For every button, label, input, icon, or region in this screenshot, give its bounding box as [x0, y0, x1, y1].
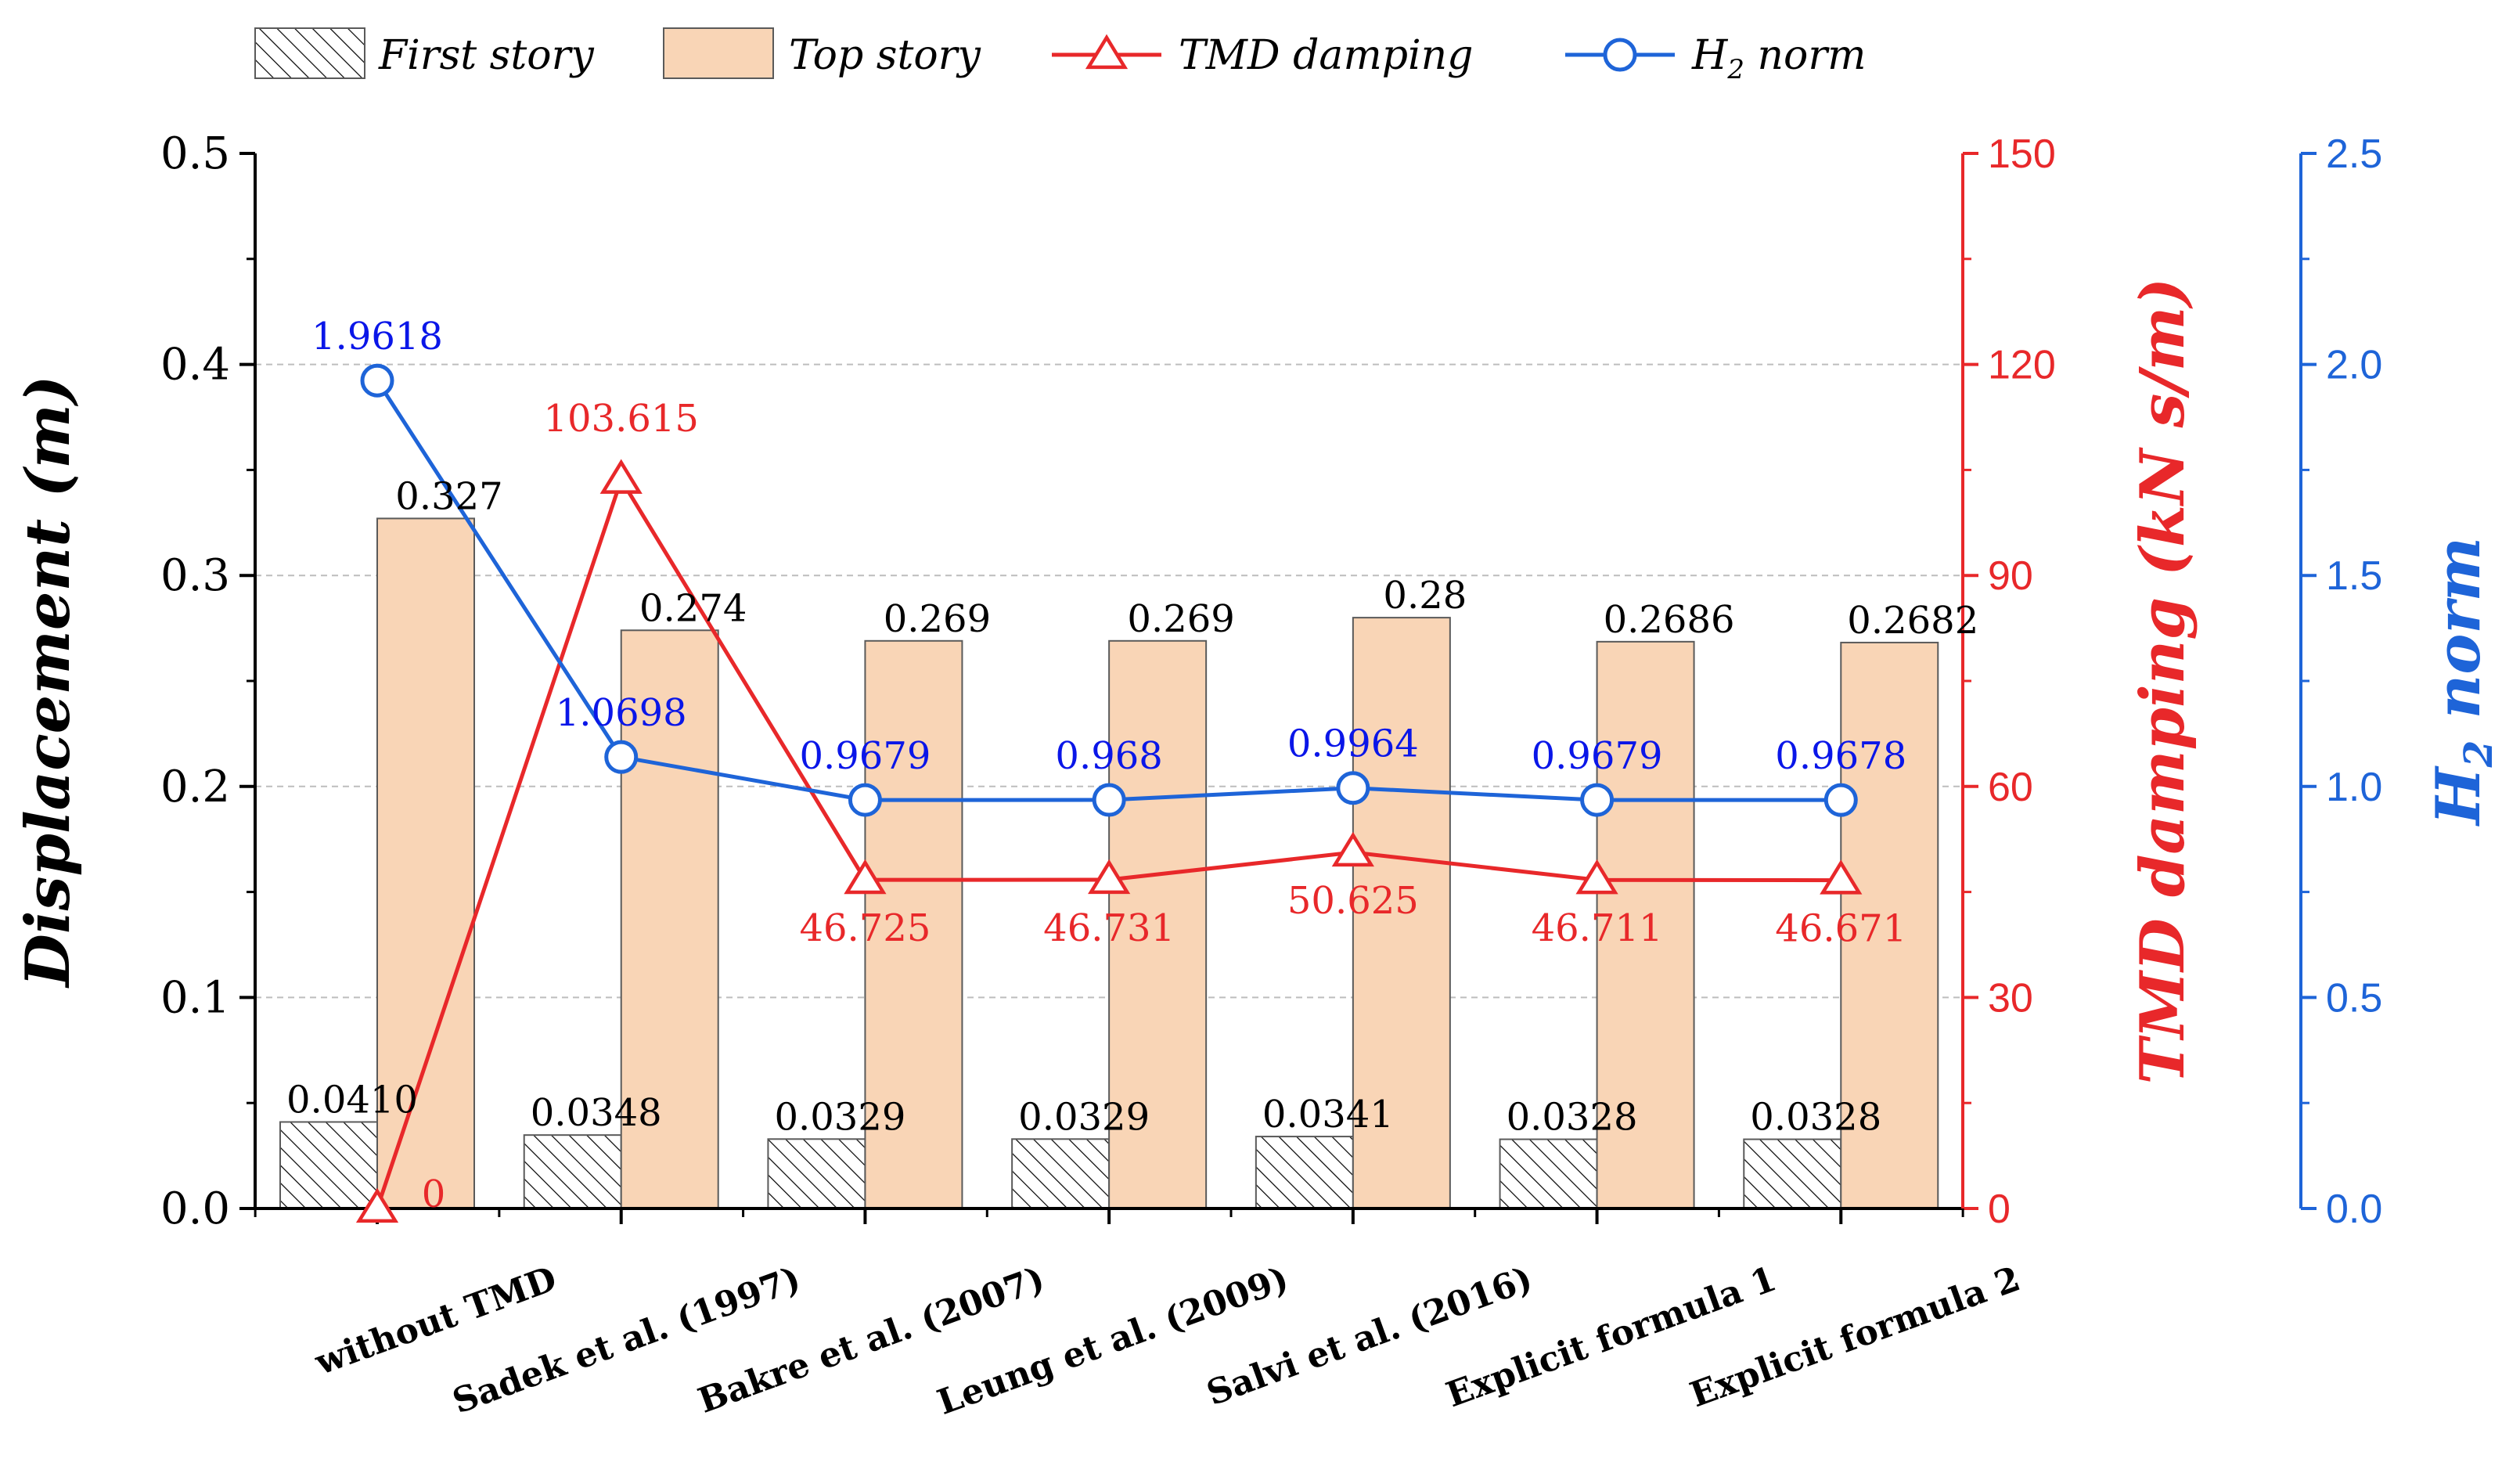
bar-first-story	[279, 1121, 378, 1209]
label-h2-norm: 0.968	[1055, 734, 1162, 778]
bar-first-story	[1011, 1138, 1111, 1210]
label-h2-norm: 1.0698	[556, 691, 687, 735]
label-top-story: 0.2682	[1847, 599, 1978, 643]
lines-layer	[355, 363, 1863, 1223]
label-top-story: 0.269	[1127, 597, 1234, 641]
bars-layer	[279, 517, 1939, 1210]
label-first-story: 0.0341	[1262, 1093, 1394, 1136]
label-top-story: 0.28	[1383, 574, 1467, 618]
legend-swatch-top-story	[663, 27, 774, 79]
marker-h2-norm	[1823, 783, 1858, 817]
bar-first-story	[1499, 1138, 1598, 1209]
marker-tmd-damping	[1331, 831, 1374, 867]
left-tick-label: 0.5	[160, 128, 230, 179]
legend-label-h2-norm: H2 norm	[1691, 32, 1867, 85]
damping-tick-label: 30	[1988, 975, 2033, 1021]
h2-tick-label: 0.0	[2326, 1187, 2382, 1232]
bar-top-story	[864, 639, 963, 1209]
label-first-story: 0.0410	[286, 1078, 418, 1122]
label-first-story: 0.0329	[774, 1095, 905, 1139]
marker-tmd-damping	[355, 1187, 399, 1223]
marker-tmd-damping	[844, 859, 887, 895]
marker-h2-norm	[848, 783, 882, 817]
legend-label-h2-rest: norm	[1744, 32, 1867, 79]
y-axis-title-h2: H2 norm	[2423, 537, 2501, 827]
marker-h2-norm	[604, 740, 639, 774]
legend-label-h2-sub: 2	[1726, 54, 1744, 85]
marker-h2-norm	[360, 363, 394, 398]
bar-top-story	[1596, 640, 1695, 1209]
label-top-story: 0.274	[639, 586, 747, 630]
left-tick-label: 0.1	[160, 972, 230, 1023]
damping-tick-label: 0	[1988, 1187, 2011, 1232]
h2-tick-label: 2.0	[2326, 343, 2382, 388]
labels-layer: 0.0410 0.0348 0.0329 0.0329 0.0341 0.0328 0.03…	[286, 315, 1978, 1216]
label-first-story: 0.0348	[531, 1091, 662, 1135]
bar-first-story	[523, 1134, 622, 1209]
left-tick-label: 0.3	[160, 550, 230, 601]
label-tmd-damping: 0	[422, 1172, 446, 1216]
label-h2-norm: 0.9678	[1775, 734, 1906, 778]
label-tmd-damping: 46.711	[1532, 906, 1663, 950]
bar-first-story	[1255, 1136, 1354, 1210]
marker-h2-norm	[1092, 783, 1126, 817]
y-axis-title-left: Displacement (m)	[13, 375, 84, 988]
marker-tmd-damping	[599, 459, 643, 494]
marker-tmd-damping	[1820, 859, 1863, 895]
marker-h2-norm	[1336, 771, 1370, 805]
label-h2-norm: 1.9618	[311, 315, 443, 358]
y-axis-title-h2-rest: norm	[2423, 537, 2494, 740]
label-tmd-damping: 50.625	[1287, 879, 1419, 923]
label-top-story: 0.269	[884, 597, 991, 641]
damping-tick-label: 120	[1988, 343, 2056, 388]
legend-label-top-story: Top story	[789, 32, 981, 79]
label-h2-norm: 0.9679	[799, 734, 931, 778]
h2-tick-label: 0.5	[2326, 975, 2382, 1021]
legend-label-tmd-damping: TMD damping	[1179, 32, 1473, 79]
legend-label-first-story: First story	[378, 32, 594, 79]
left-tick-label: 0.4	[160, 340, 230, 391]
h2-tick-label: 1.0	[2326, 765, 2382, 810]
damping-tick-label: 90	[1988, 553, 2033, 599]
y-axis-title-h2-sub: 2	[2455, 740, 2501, 769]
label-tmd-damping: 103.615	[543, 397, 699, 441]
marker-h2-norm	[1580, 783, 1615, 817]
bar-top-story	[1352, 617, 1451, 1209]
damping-tick-label: 150	[1988, 131, 2056, 177]
h2-tick-label: 2.5	[2326, 131, 2382, 177]
legend-marker-tmd-damping	[1085, 34, 1129, 70]
label-top-story: 0.2686	[1604, 598, 1735, 642]
marker-tmd-damping	[1088, 859, 1131, 895]
damping-tick-label: 60	[1988, 765, 2033, 810]
legend-layer: First story Top story TMD damping H2 norm	[254, 27, 1867, 85]
legend-label-h2-main: H	[1691, 32, 1729, 79]
label-tmd-damping: 46.671	[1775, 907, 1906, 951]
label-first-story: 0.0329	[1018, 1095, 1150, 1139]
bar-top-story	[1108, 639, 1208, 1209]
label-h2-norm: 0.9964	[1287, 722, 1419, 766]
label-tmd-damping: 46.725	[799, 906, 931, 950]
h2-tick-label: 1.5	[2326, 553, 2382, 599]
label-first-story: 0.0328	[1750, 1096, 1881, 1140]
marker-tmd-damping	[1575, 859, 1618, 895]
y-axis-title-h2-main: H	[2423, 765, 2494, 827]
bar-first-story	[767, 1138, 866, 1210]
left-tick-label: 0.2	[160, 762, 230, 812]
left-tick-label: 0.0	[160, 1183, 230, 1234]
legend-marker-h2-norm	[1603, 38, 1637, 72]
label-h2-norm: 0.9679	[1532, 734, 1663, 778]
legend-swatch-first-story	[254, 27, 365, 79]
bar-first-story	[1743, 1138, 1842, 1209]
label-tmd-damping: 46.731	[1043, 906, 1175, 950]
bar-top-story	[1840, 641, 1939, 1209]
label-top-story: 0.327	[395, 474, 502, 518]
y-axis-title-damping: TMD damping (kN s/m)	[2127, 278, 2198, 1085]
bar-top-story	[376, 517, 475, 1209]
label-first-story: 0.0328	[1507, 1096, 1638, 1140]
